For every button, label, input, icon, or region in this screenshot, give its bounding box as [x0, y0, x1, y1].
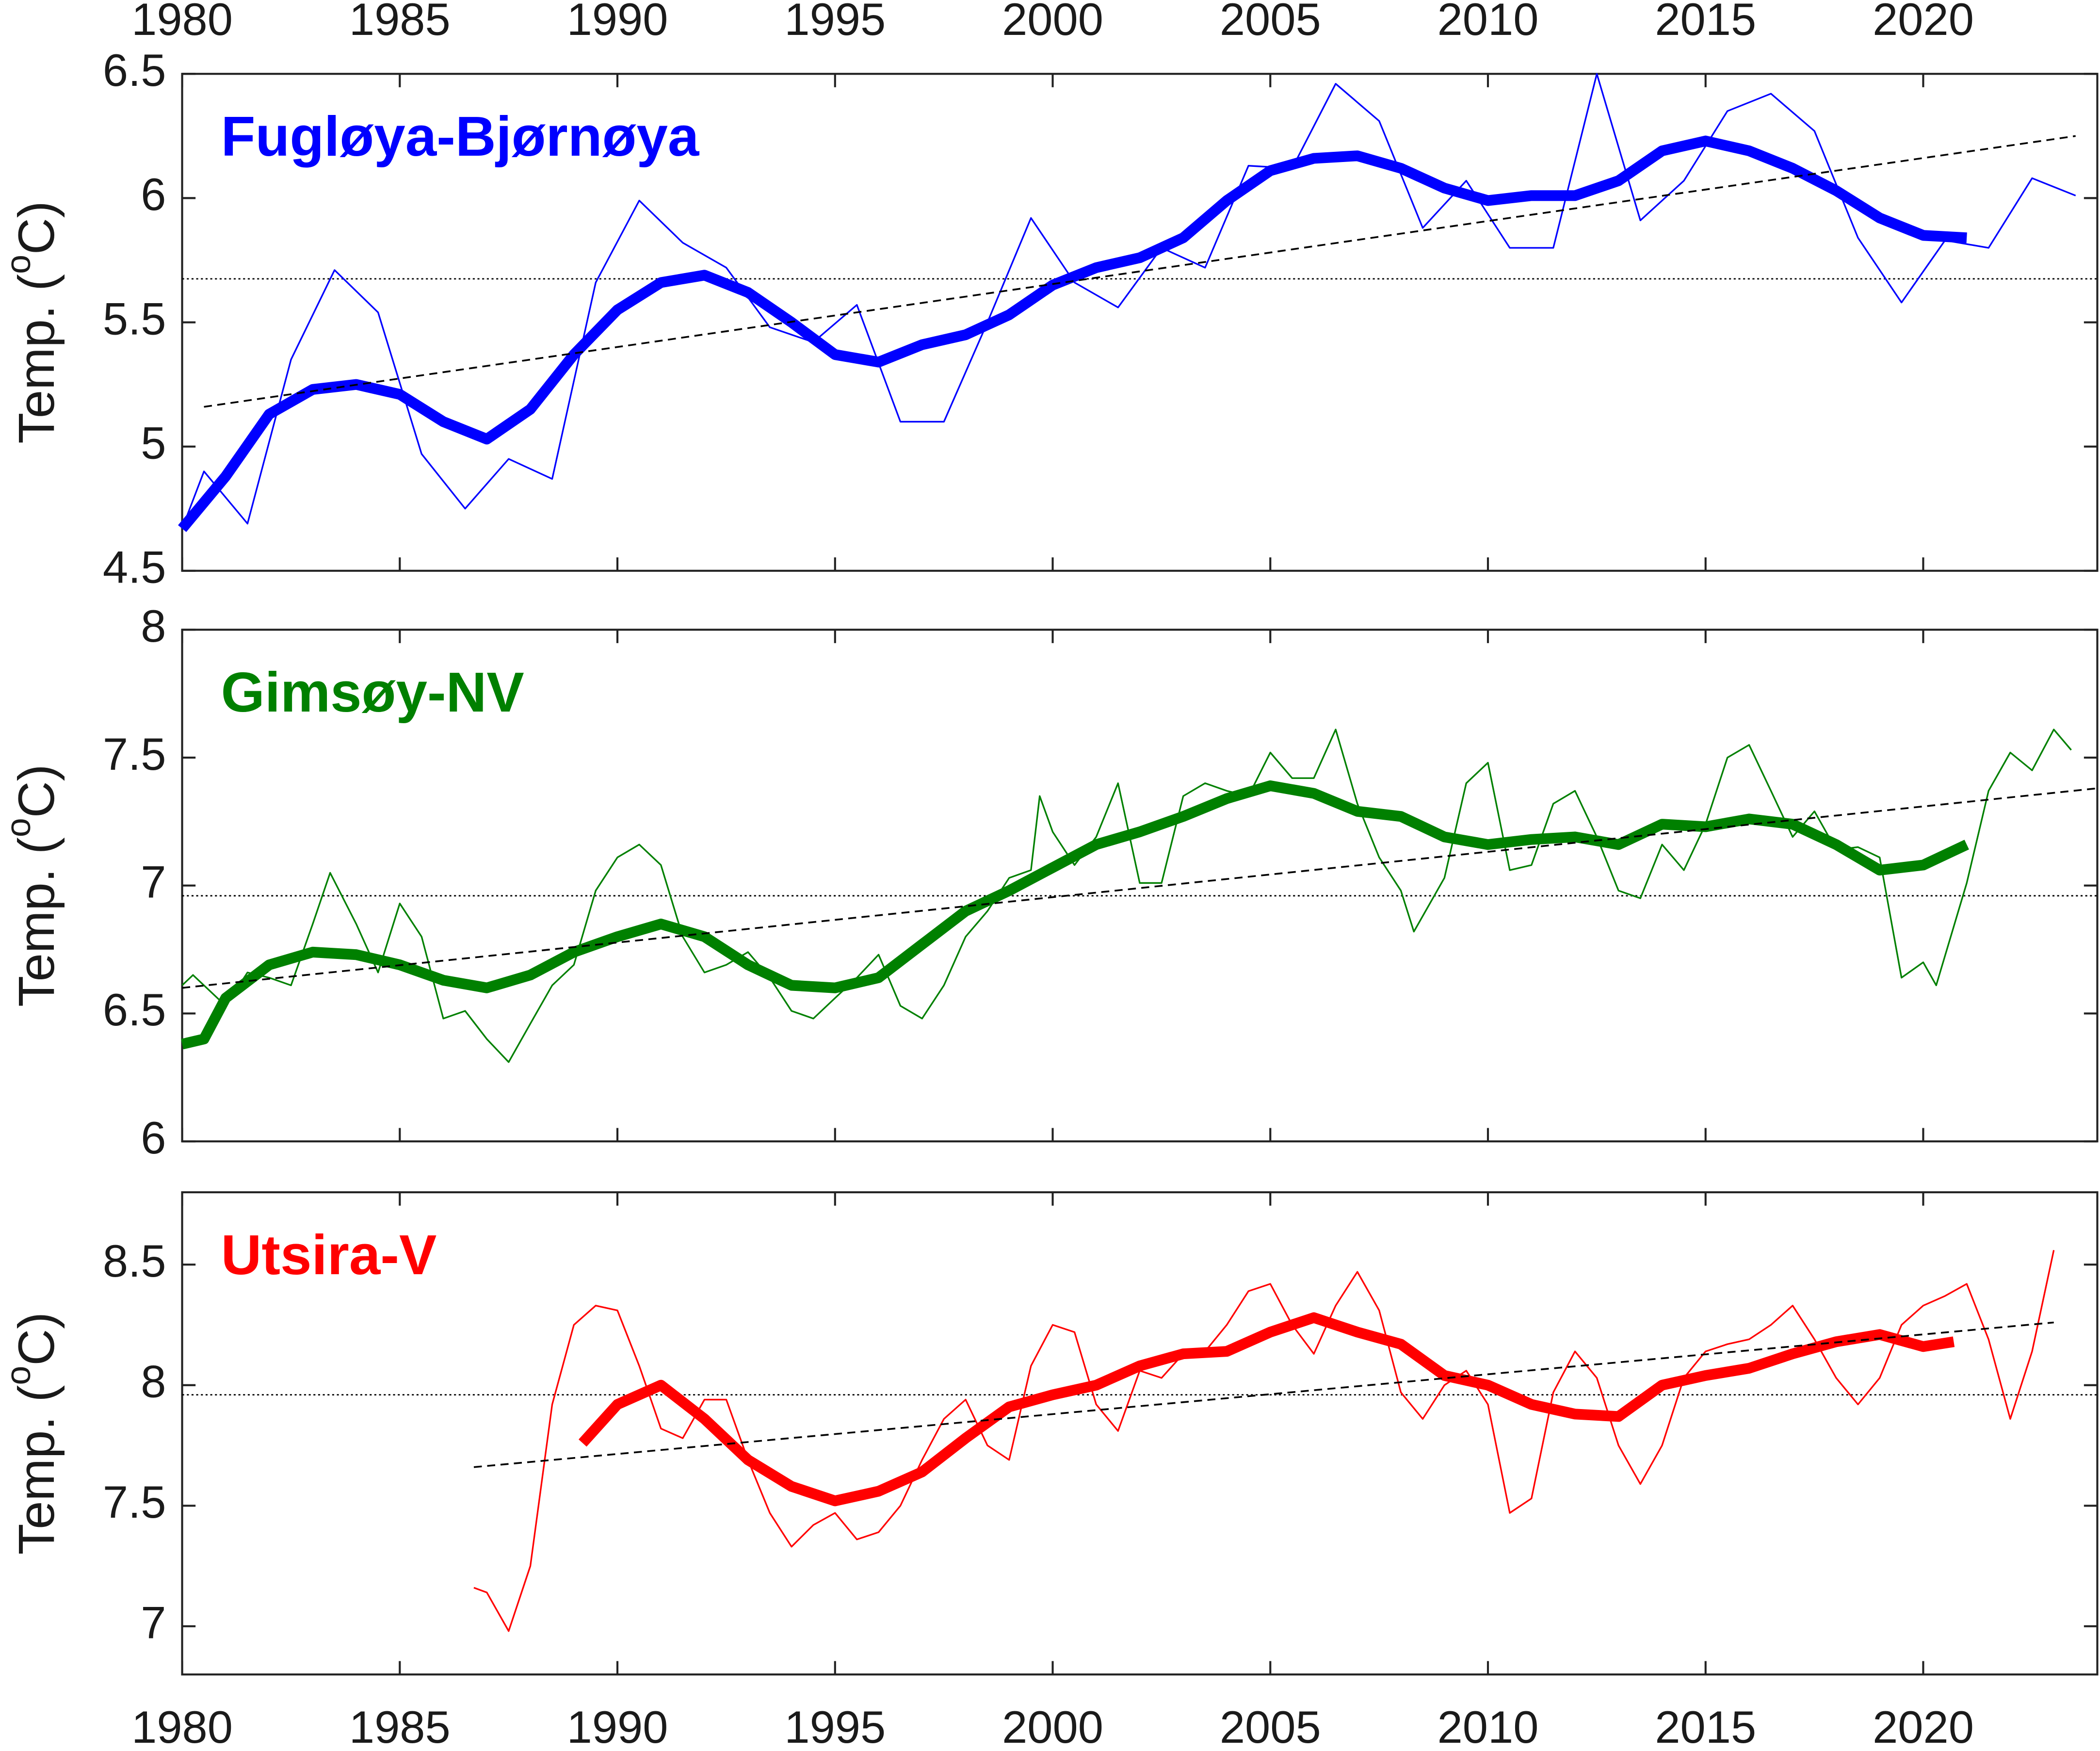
x-tick-label: 1995 [784, 0, 886, 45]
panel-title: Gimsøy-NV [221, 661, 524, 724]
x-tick-label: 2000 [1002, 1702, 1103, 1751]
y-axis-label-part: o [0, 1366, 38, 1385]
y-axis-label-part: Temp. ( [8, 1385, 65, 1555]
x-tick-label: 2005 [1220, 0, 1321, 45]
panel-title: Fugløya-Bjørnøya [221, 105, 700, 168]
line-thin [473, 1250, 2055, 1632]
x-tick-label: 2020 [1873, 1702, 1974, 1751]
x-tick-label: 1990 [567, 1702, 668, 1751]
x-tick-label: 2000 [1002, 0, 1103, 45]
y-axis-label-part: C) [8, 764, 65, 818]
y-tick-label: 7 [141, 1597, 166, 1648]
x-tick-label: 2020 [1873, 0, 1974, 45]
y-axis-label-part: C) [8, 1312, 65, 1366]
x-tick-label: 1990 [567, 0, 668, 45]
x-tick-label: 1985 [349, 0, 451, 45]
y-tick-label: 6 [141, 1112, 166, 1163]
y-axis-label-part: o [0, 255, 38, 274]
line-thin [181, 73, 2076, 529]
y-tick-label: 5 [141, 417, 166, 468]
y-axis-label: Temp. (oC) [0, 201, 65, 443]
x-tick-label: 2005 [1220, 1702, 1321, 1751]
y-tick-label: 7.5 [103, 729, 166, 779]
y-axis-label-part: Temp. ( [8, 274, 65, 444]
line-thick [178, 135, 1967, 532]
y-tick-label: 6 [141, 169, 166, 220]
y-tick-label: 6.5 [103, 45, 166, 96]
line-dashed [204, 135, 2076, 408]
y-tick-label: 8 [141, 1356, 166, 1407]
x-tick-label: 1980 [131, 0, 233, 45]
y-tick-label: 5.5 [103, 293, 166, 344]
y-tick-label: 8.5 [103, 1235, 166, 1286]
x-tick-label: 2015 [1655, 0, 1756, 45]
y-tick-label: 6.5 [103, 984, 166, 1035]
y-axis-label-part: o [0, 818, 38, 837]
panel-title: Utsira-V [221, 1223, 437, 1286]
x-tick-label: 2015 [1655, 1702, 1756, 1751]
line-thin [181, 729, 2072, 1063]
y-tick-label: 4.5 [103, 542, 166, 593]
plot-frame [181, 1191, 2099, 1676]
x-tick-label: 2010 [1438, 1702, 1539, 1751]
y-axis-label: Temp. (oC) [0, 764, 65, 1006]
x-tick-label: 2010 [1438, 0, 1539, 45]
y-axis-label-part: Temp. ( [8, 837, 65, 1007]
y-axis-label-part: C) [8, 201, 65, 255]
y-axis-label: Temp. (oC) [0, 1312, 65, 1555]
x-tick-label: 1985 [349, 1702, 451, 1751]
line-thick [181, 780, 1969, 1050]
y-tick-label: 8 [141, 600, 166, 651]
x-tick-label: 1995 [784, 1702, 886, 1751]
y-tick-label: 7 [141, 857, 166, 908]
line-dashed [473, 1321, 2054, 1468]
line-thick [579, 1312, 1955, 1507]
y-tick-label: 7.5 [103, 1476, 166, 1527]
line-dashed [182, 787, 2098, 989]
x-tick-label: 1980 [131, 1702, 233, 1751]
